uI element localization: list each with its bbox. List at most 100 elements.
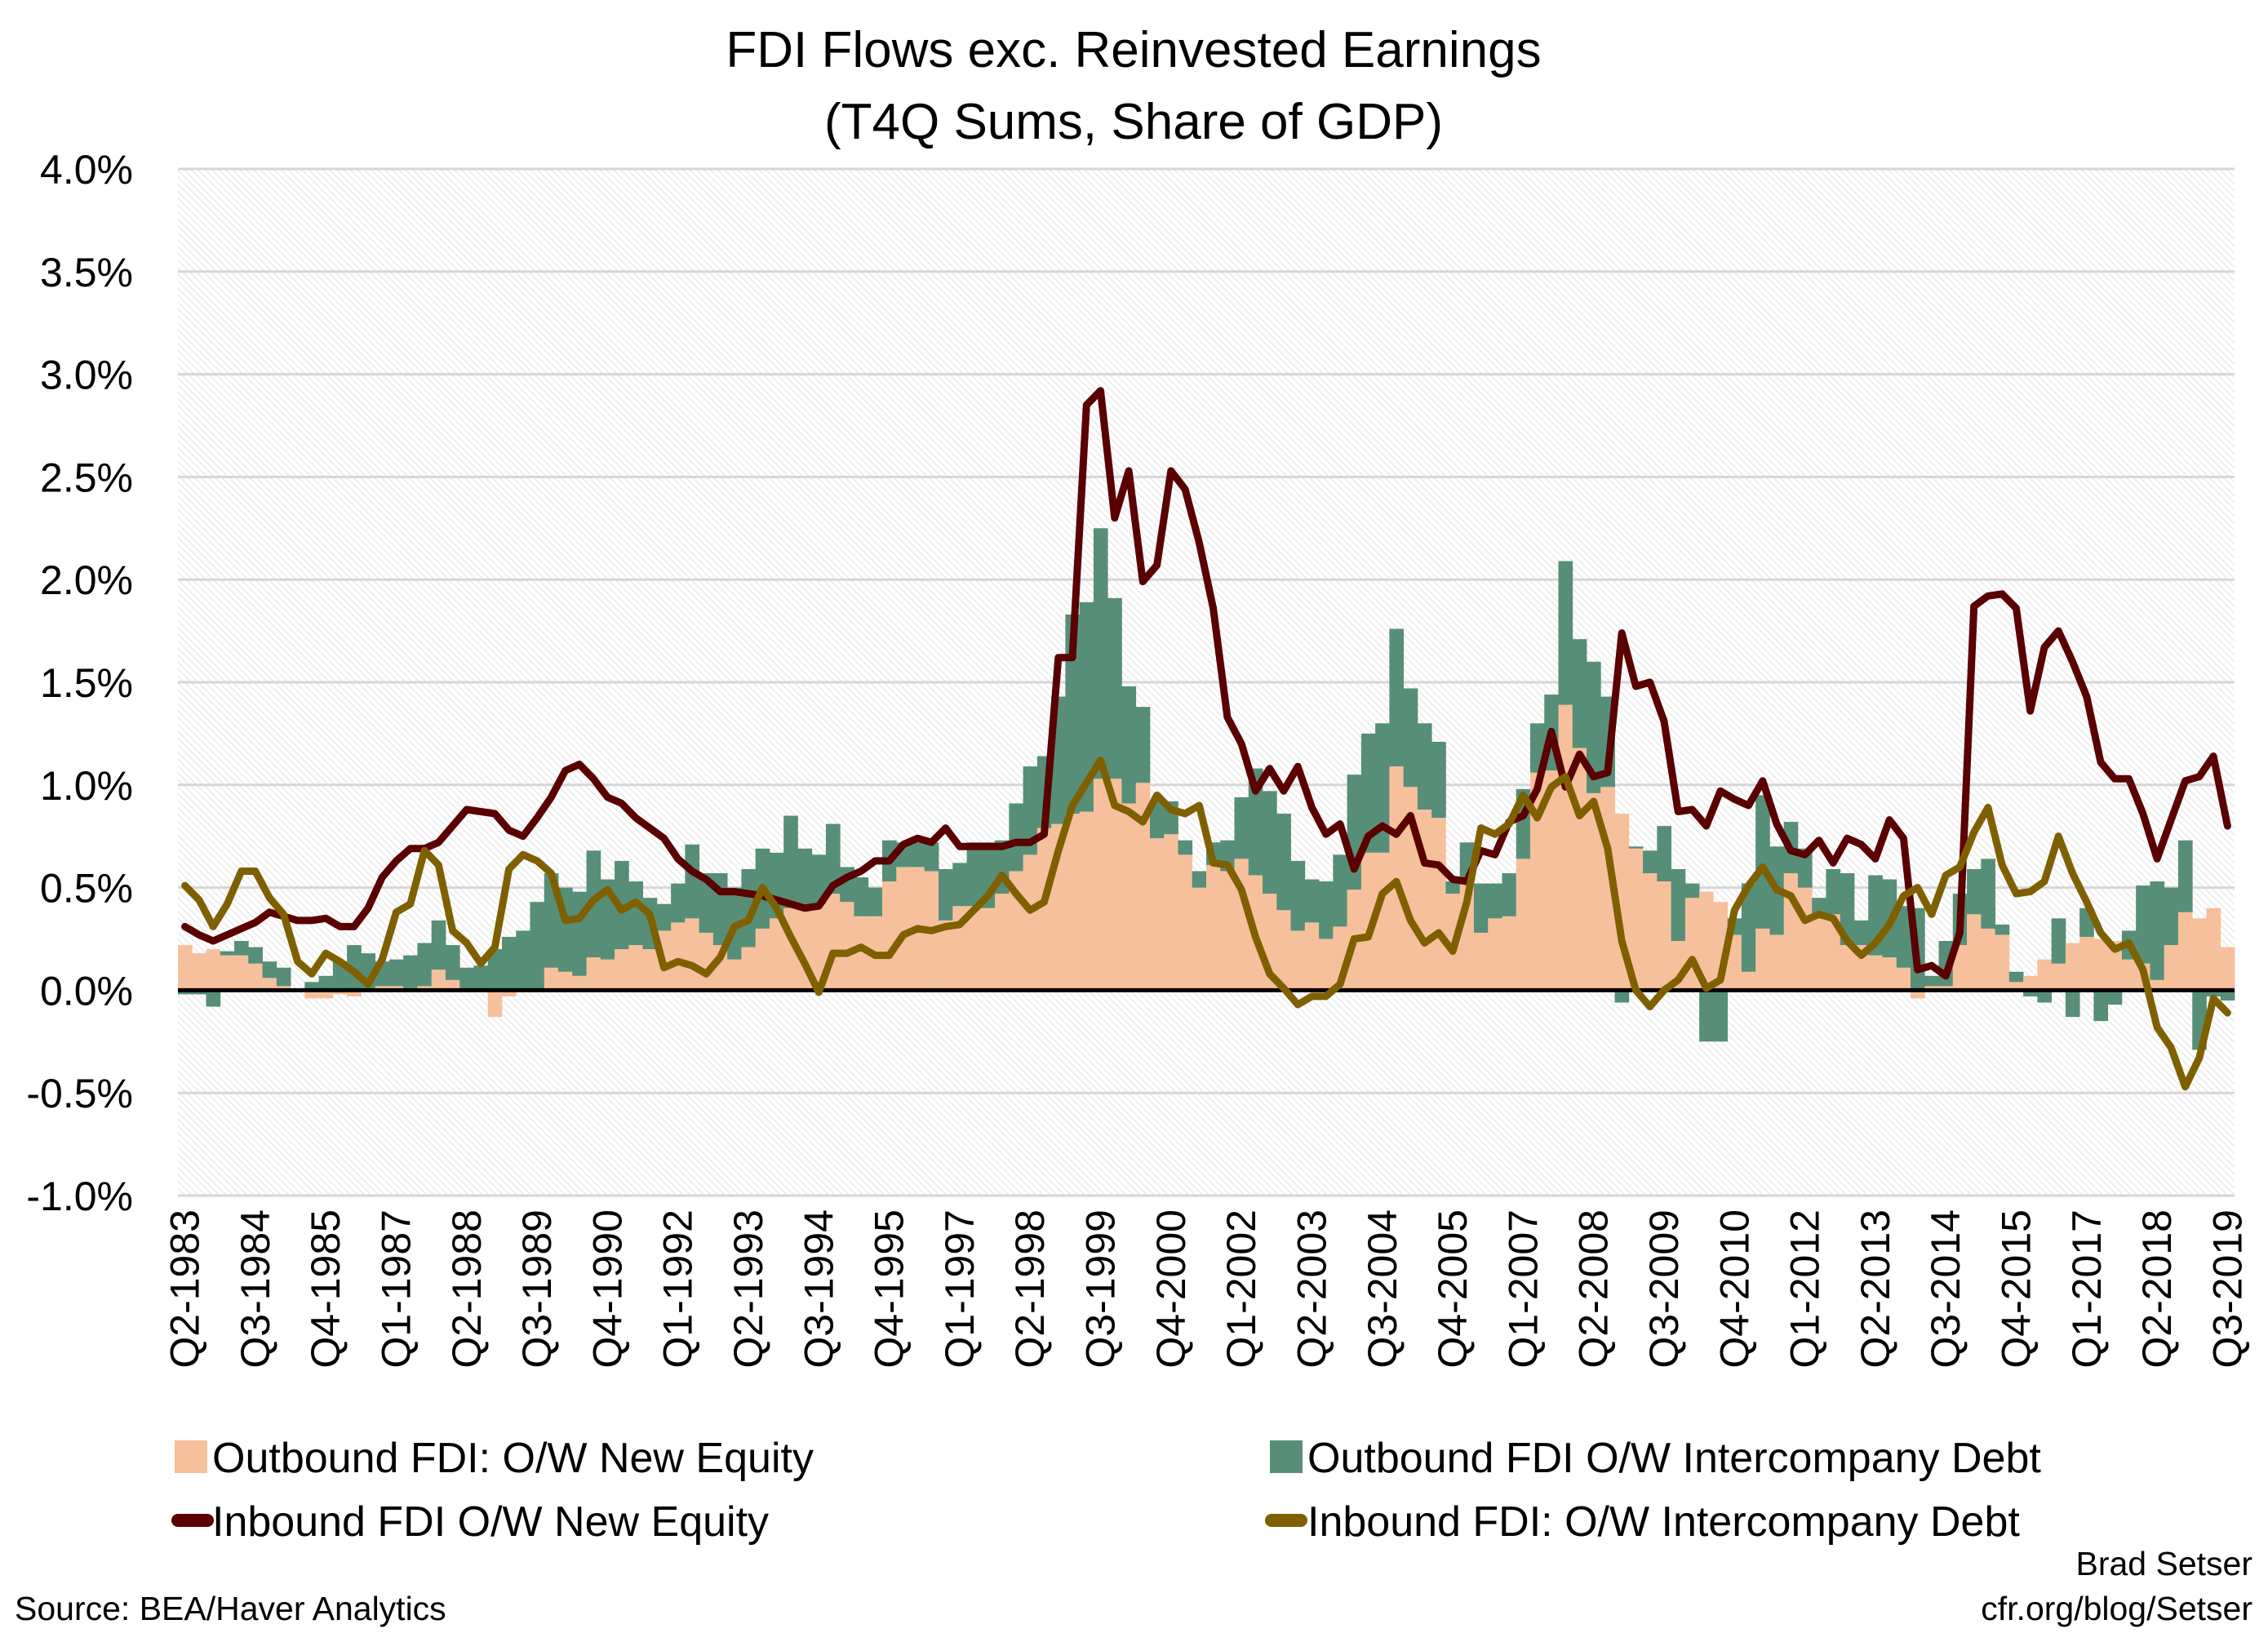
bar-outbound-debt xyxy=(1755,795,1770,929)
bar-outbound-equity xyxy=(1516,859,1531,991)
legend-label: Inbound FDI: O/W Intercompany Debt xyxy=(1307,1498,2020,1546)
x-tick-label: Q4-2005 xyxy=(1430,1209,1476,1369)
bar-outbound-equity xyxy=(615,949,629,991)
bar-outbound-equity xyxy=(854,916,869,991)
bar-outbound-debt xyxy=(262,961,277,978)
bar-outbound-equity xyxy=(1882,957,1897,991)
bar-outbound-equity xyxy=(417,986,433,991)
bar-outbound-equity xyxy=(192,953,206,991)
bar-outbound-debt xyxy=(1333,854,1348,927)
x-tick-label: Q2-2018 xyxy=(2134,1209,2180,1369)
bar-outbound-equity xyxy=(685,918,700,991)
x-tick-label: Q3-1984 xyxy=(233,1209,278,1369)
bar-outbound-equity xyxy=(699,932,714,991)
bar-outbound-debt xyxy=(1389,628,1405,767)
bar-outbound-debt xyxy=(797,848,813,908)
bar-outbound-equity xyxy=(2065,943,2080,991)
bar-outbound-debt xyxy=(2206,990,2221,996)
bar-outbound-equity xyxy=(1178,854,1193,991)
bar-outbound-debt xyxy=(2093,990,2109,1022)
bar-outbound-equity xyxy=(178,945,193,991)
bar-outbound-debt xyxy=(459,967,474,991)
x-tick-label: Q1-2007 xyxy=(1500,1209,1546,1369)
x-tick-label: Q3-2019 xyxy=(2204,1209,2250,1369)
bar-outbound-equity xyxy=(1826,914,1841,991)
bar-outbound-debt xyxy=(192,990,206,995)
bar-outbound-debt xyxy=(178,990,193,995)
bar-outbound-debt xyxy=(445,945,460,980)
legend-item-outbound-debt: Outbound FDI O/W Intercompany Debt xyxy=(1270,1435,2041,1482)
bar-outbound-debt xyxy=(910,842,925,868)
bar-outbound-equity xyxy=(2008,982,2024,991)
bar-outbound-debt xyxy=(1558,561,1573,705)
bar-outbound-debt xyxy=(304,982,320,991)
x-tick-label: Q3-2004 xyxy=(1360,1209,1405,1369)
bar-outbound-equity xyxy=(1840,945,1855,991)
bar-outbound-equity xyxy=(1431,818,1446,991)
x-tick-label: Q2-1993 xyxy=(726,1209,771,1369)
x-tick-label: Q4-2015 xyxy=(1993,1209,2039,1369)
bar-outbound-equity xyxy=(2150,979,2165,991)
x-tick-label: Q4-1990 xyxy=(584,1209,630,1369)
bar-outbound-equity xyxy=(1360,852,1376,991)
x-tick-label: Q3-2014 xyxy=(1923,1209,1968,1369)
bar-outbound-equity xyxy=(332,990,348,995)
bar-outbound-equity xyxy=(2023,975,2038,991)
bar-outbound-equity xyxy=(431,970,446,991)
bar-outbound-equity xyxy=(1911,990,1925,999)
bar-outbound-equity xyxy=(1868,955,1883,991)
bar-outbound-equity xyxy=(995,894,1010,991)
bar-outbound-debt xyxy=(2065,990,2080,1018)
x-tick-label: Q1-2012 xyxy=(1782,1209,1828,1369)
bar-outbound-equity xyxy=(1812,914,1826,991)
bar-outbound-equity xyxy=(2220,947,2235,991)
y-tick-label: 2.0% xyxy=(40,557,133,603)
bar-outbound-equity xyxy=(2192,918,2207,991)
bar-outbound-debt xyxy=(1502,872,1517,916)
bar-outbound-equity xyxy=(1628,848,1644,991)
bar-outbound-debt xyxy=(1473,883,1489,933)
bar-outbound-equity xyxy=(572,975,587,991)
bar-outbound-equity xyxy=(1036,828,1052,991)
bar-outbound-debt xyxy=(2037,990,2053,1003)
bar-outbound-debt xyxy=(2220,990,2235,1001)
x-tick-label: Q4-1985 xyxy=(303,1209,348,1369)
bar-outbound-equity xyxy=(1488,918,1502,991)
bar-outbound-debt xyxy=(671,883,686,923)
bar-outbound-equity xyxy=(600,959,615,991)
bar-outbound-debt xyxy=(572,891,587,976)
bar-outbound-debt xyxy=(2136,885,2150,964)
inbound-debt-line-swatch-icon xyxy=(1265,1514,1307,1527)
bar-outbound-debt xyxy=(952,863,967,907)
bar-outbound-equity xyxy=(882,881,897,991)
bar-outbound-debt xyxy=(1657,826,1671,882)
bar-outbound-debt xyxy=(431,920,446,970)
bar-outbound-debt xyxy=(2107,990,2123,1005)
y-tick-label: 3.5% xyxy=(40,250,133,295)
bar-outbound-debt xyxy=(2051,918,2066,964)
bar-outbound-debt xyxy=(1319,881,1334,939)
x-tick-label: Q3-2009 xyxy=(1641,1209,1687,1369)
bar-outbound-debt xyxy=(2023,990,2038,996)
bar-outbound-debt xyxy=(1981,859,1995,929)
bar-outbound-equity xyxy=(1107,779,1122,991)
x-tick-label: Q4-1995 xyxy=(867,1209,912,1369)
bar-outbound-debt xyxy=(1967,868,1982,915)
bar-outbound-equity xyxy=(2093,939,2109,991)
bar-outbound-equity xyxy=(1967,914,1982,991)
legend-label: Outbound FDI O/W Intercompany Debt xyxy=(1307,1435,2041,1482)
bar-outbound-equity xyxy=(2206,907,2221,991)
bar-outbound-debt xyxy=(825,823,841,894)
bar-outbound-equity xyxy=(501,990,517,996)
x-tick-label: Q1-1992 xyxy=(655,1209,701,1369)
bar-outbound-equity xyxy=(628,945,643,991)
bar-outbound-debt xyxy=(1896,906,1911,968)
x-tick-label: Q2-1983 xyxy=(162,1209,208,1369)
legend: Outbound FDI: O/W New Equity Outbound FD… xyxy=(171,1435,2041,1546)
x-tick-label: Q3-1999 xyxy=(1078,1209,1124,1369)
y-tick-label: -0.5% xyxy=(26,1071,133,1116)
bar-outbound-debt xyxy=(811,854,827,904)
bar-outbound-debt xyxy=(276,967,291,987)
x-tick-label: Q3-1994 xyxy=(796,1209,841,1369)
bar-outbound-debt xyxy=(2177,840,2193,912)
